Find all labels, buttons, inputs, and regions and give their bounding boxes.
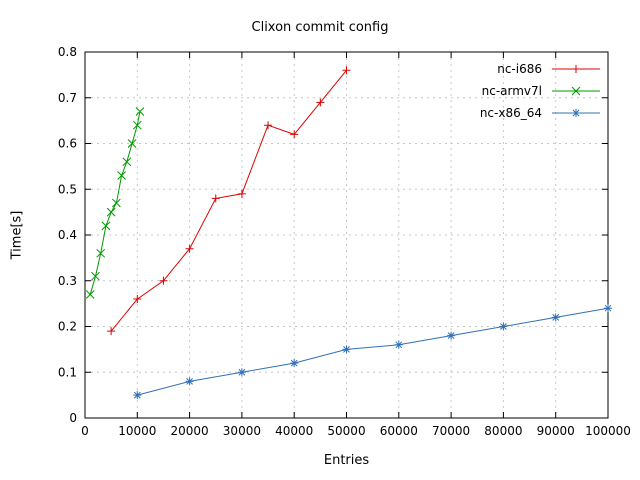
- series-markers: [107, 66, 351, 336]
- x-tick-label: 60000: [380, 424, 418, 438]
- y-tick-label: 0.4: [58, 228, 77, 242]
- chart-title: Clixon commit config: [251, 20, 389, 35]
- y-tick-label: 0.2: [58, 320, 77, 334]
- legend-label: nc-i686: [497, 62, 542, 76]
- legend-label: nc-x86_64: [479, 106, 542, 120]
- series-line: [89, 111, 141, 295]
- x-tick-label: 70000: [432, 424, 470, 438]
- x-tick-label: 0: [81, 424, 89, 438]
- legend-entry: nc-armv7l: [480, 80, 600, 102]
- legend-sample-icon: [552, 109, 600, 117]
- legend-entry: nc-i686: [480, 58, 600, 80]
- series-markers: [133, 304, 612, 400]
- y-axis-label: Time[s]: [9, 210, 25, 260]
- x-tick-label: 40000: [275, 424, 313, 438]
- legend-sample-icon: [552, 65, 600, 73]
- legend-entry: nc-x86_64: [480, 102, 600, 124]
- x-tick-label: 50000: [327, 424, 365, 438]
- x-tick-label: 10000: [118, 424, 156, 438]
- legend-sample-icon: [552, 86, 600, 96]
- x-tick-label: 20000: [171, 424, 209, 438]
- x-tick-label: 30000: [223, 424, 261, 438]
- y-tick-label: 0.6: [58, 137, 77, 151]
- series-line: [137, 307, 609, 396]
- y-tick-label: 0.8: [58, 45, 77, 59]
- legend: nc-i686 nc-armv7l nc-x86_64: [480, 58, 600, 124]
- y-tick-label: 0: [69, 411, 77, 425]
- y-tick-label: 0.7: [58, 91, 77, 105]
- series-markers: [85, 107, 145, 299]
- legend-label: nc-armv7l: [481, 84, 542, 98]
- x-tick-label: 100000: [585, 424, 631, 438]
- y-tick-label: 0.3: [58, 274, 77, 288]
- x-tick-label: 90000: [537, 424, 575, 438]
- x-axis-label: Entries: [323, 453, 370, 468]
- y-tick-label: 0.5: [58, 182, 77, 196]
- series-line: [110, 69, 347, 332]
- x-tick-label: 80000: [484, 424, 522, 438]
- y-tick-label: 0.1: [58, 365, 77, 379]
